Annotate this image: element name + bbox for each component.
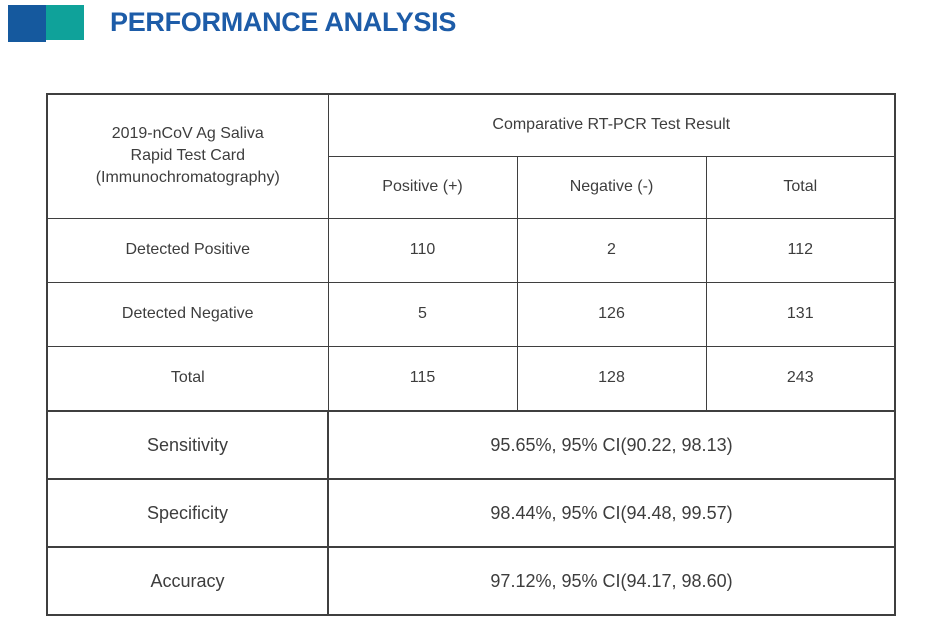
corner-header-line: Rapid Test Card (130, 147, 245, 165)
row-label-total: Total (46, 345, 329, 412)
summary-value-sensitivity: 95.65%, 95% CI(90.22, 98.13) (326, 410, 897, 480)
corner-header-line: 2019-nCoV Ag Saliva (111, 125, 264, 143)
logo-square-blue-icon (8, 5, 46, 42)
cell-value: 112 (705, 217, 896, 283)
summary-value-specificity: 98.44%, 95% CI(94.48, 99.57) (326, 478, 897, 548)
column-header-negative: Negative (-) (516, 155, 707, 219)
table-row: Detected Positive 110 2 112 (46, 217, 896, 283)
summary-value-accuracy: 97.12%, 95% CI(94.17, 98.60) (326, 546, 897, 616)
summary-row: Accuracy 97.12%, 95% CI(94.17, 98.60) (46, 546, 897, 616)
summary-label-sensitivity: Sensitivity (46, 410, 329, 480)
cell-value: 110 (327, 217, 518, 283)
column-header-total: Total (705, 155, 896, 219)
performance-table: 2019-nCoV Ag Saliva Rapid Test Card (Imm… (46, 93, 897, 616)
cell-value: 115 (327, 345, 518, 412)
cell-value: 5 (327, 281, 518, 347)
cell-value: 131 (705, 281, 896, 347)
logo-square-teal-icon (46, 5, 84, 40)
summary-row: Specificity 98.44%, 95% CI(94.48, 99.57) (46, 478, 897, 548)
row-label-detected-positive: Detected Positive (46, 217, 329, 283)
cell-value: 126 (516, 281, 707, 347)
cell-value: 2 (516, 217, 707, 283)
page-title: PERFORMANCE ANALYSIS (110, 7, 457, 37)
cell-value: 243 (705, 345, 896, 412)
group-header-cell: Comparative RT-PCR Test Result (327, 93, 896, 157)
table-row: Detected Negative 5 126 131 (46, 281, 896, 347)
summary-label-specificity: Specificity (46, 478, 329, 548)
corner-header-cell: 2019-nCoV Ag Saliva Rapid Test Card (Imm… (46, 93, 329, 219)
summary-row: Sensitivity 95.65%, 95% CI(90.22, 98.13) (46, 410, 897, 480)
summary-label-accuracy: Accuracy (46, 546, 329, 616)
column-header-positive: Positive (+) (327, 155, 518, 219)
table-row: Total 115 128 243 (46, 345, 896, 412)
row-label-detected-negative: Detected Negative (46, 281, 329, 347)
brand-logo (8, 5, 84, 42)
corner-header-line: (Immunochromatography) (95, 169, 280, 187)
cell-value: 128 (516, 345, 707, 412)
